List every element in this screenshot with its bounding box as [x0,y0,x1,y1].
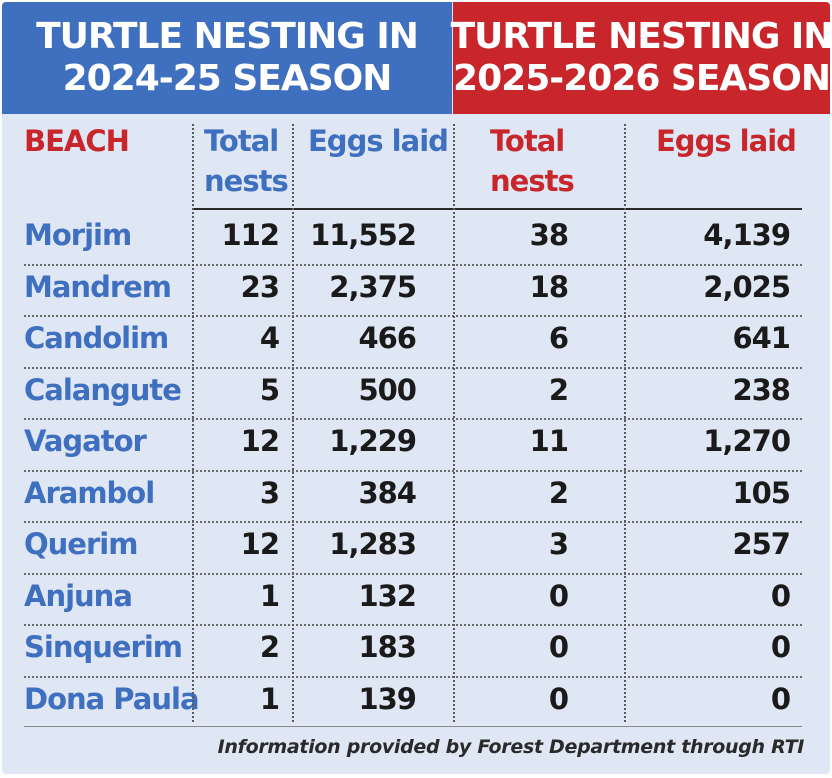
cell-eggs-2024: 1,229 [329,424,417,458]
cell-eggs-2024: 11,552 [310,218,417,252]
row-divider [24,521,802,523]
row-divider [24,264,802,266]
column-header-nests-2024-line2: nests [204,164,289,198]
cell-nests-2025: 18 [529,269,569,304]
cell-eggs-2025: 2,025 [703,269,791,304]
cell-eggs-2024: 183 [358,630,417,664]
column-divider [192,124,194,722]
cell-beach: Sinquerim [24,630,183,664]
cell-nests-2024: 112 [221,218,280,252]
season-header-line: TURTLE NESTING IN [450,16,830,57]
cell-eggs-2025: 238 [732,372,791,407]
column-header-nests-2025-line1: Total [490,124,565,158]
column-header-beach: BEACH [24,124,130,158]
row-divider [24,624,802,626]
season-header-line: 2024-25 SEASON [62,58,393,99]
column-header-nests-2025-line2: nests [490,164,575,198]
cell-nests-2025: 0 [548,578,569,613]
season-header-2025-26: TURTLE NESTING IN 2025-2026 SEASON [450,2,830,114]
row-divider [24,676,802,678]
row-divider [24,418,802,420]
cell-beach: Morjim [24,218,132,252]
cell-beach: Vagator [24,424,147,458]
header-rule [192,208,802,210]
cell-nests-2025: 3 [548,527,569,561]
cell-nests-2024: 2 [259,630,280,664]
cell-beach: Arambol [24,475,155,510]
source-note: Information provided by Forest Departmen… [217,736,805,758]
cell-eggs-2025: 0 [770,681,791,716]
row-divider [24,470,802,472]
cell-eggs-2025: 4,139 [703,218,791,252]
cell-nests-2024: 5 [259,372,280,407]
cell-nests-2024: 23 [240,269,280,304]
cell-eggs-2025: 1,270 [703,424,791,458]
season-header-line: TURTLE NESTING IN [36,16,419,57]
cell-eggs-2024: 132 [358,578,417,613]
cell-beach: Candolim [24,321,169,355]
cell-eggs-2024: 139 [358,681,417,716]
cell-eggs-2025: 105 [732,475,791,510]
cell-eggs-2025: 257 [732,527,791,561]
cell-nests-2025: 2 [548,372,569,407]
cell-beach: Querim [24,527,138,561]
row-divider [24,315,802,317]
cell-nests-2024: 12 [240,424,280,458]
cell-eggs-2025: 0 [770,578,791,613]
cell-beach: Mandrem [24,269,172,304]
column-divider [624,124,626,722]
column-header-eggs-2024: Eggs laid [308,124,449,158]
column-header-eggs-2025: Eggs laid [656,124,797,158]
cell-nests-2025: 6 [548,321,569,355]
cell-eggs-2024: 466 [358,321,417,355]
cell-nests-2024: 4 [259,321,280,355]
column-divider [292,124,294,722]
cell-eggs-2025: 0 [770,630,791,664]
cell-eggs-2024: 384 [358,475,417,510]
cell-nests-2024: 12 [240,527,280,561]
cell-nests-2024: 3 [259,475,280,510]
cell-eggs-2024: 1,283 [329,527,417,561]
season-header-2024-25: TURTLE NESTING IN 2024-25 SEASON [2,2,452,114]
column-header-nests-2024-line1: Total [204,124,279,158]
season-header-line: 2025-2026 SEASON [453,58,830,99]
cell-nests-2024: 1 [259,681,280,716]
cell-eggs-2025: 641 [732,321,791,355]
column-divider [453,124,455,722]
cell-nests-2025: 38 [529,218,569,252]
cell-nests-2025: 0 [548,630,569,664]
row-divider [24,573,802,575]
cell-nests-2025: 0 [548,681,569,716]
cell-nests-2025: 2 [548,475,569,510]
cell-beach: Anjuna [24,578,133,613]
cell-nests-2024: 1 [259,578,280,613]
cell-beach: Dona Paula [24,681,200,716]
cell-beach: Calangute [24,372,182,407]
row-divider [24,367,802,369]
cell-nests-2025: 11 [529,424,569,458]
cell-eggs-2024: 2,375 [329,269,417,304]
cell-eggs-2024: 500 [358,372,417,407]
footer-rule [24,726,802,727]
